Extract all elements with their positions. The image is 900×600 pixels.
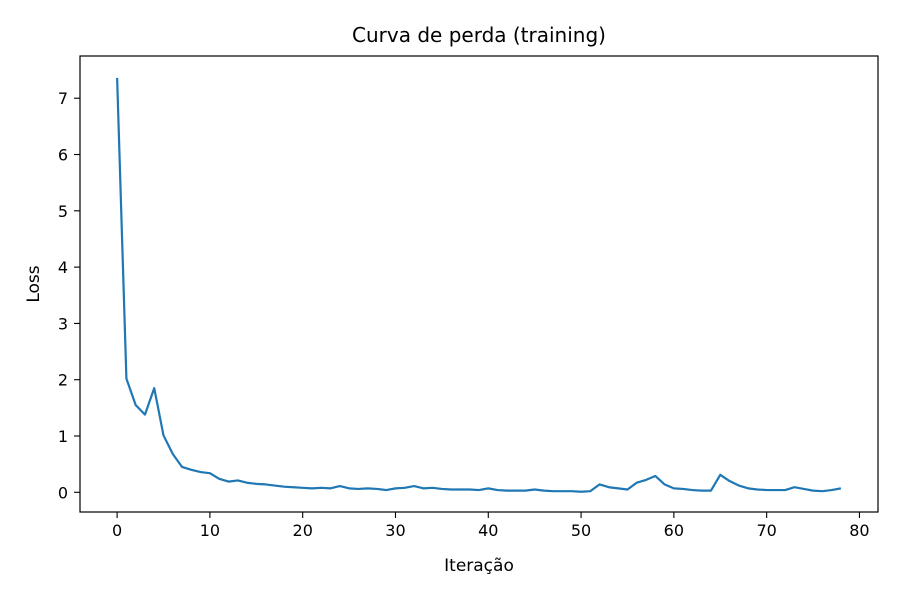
y-tick-label: 7: [58, 89, 68, 108]
chart-title: Curva de perda (training): [352, 23, 606, 47]
x-tick-label: 0: [112, 521, 122, 540]
y-axis-ticks: 0 1 2 3 4 5 6 7: [58, 89, 80, 502]
y-tick-label: 0: [58, 483, 68, 502]
x-tick-label: 60: [664, 521, 684, 540]
x-tick-label: 10: [200, 521, 220, 540]
x-tick-label: 70: [756, 521, 776, 540]
y-tick-label: 5: [58, 202, 68, 221]
x-axis-label: Iteração: [444, 556, 514, 576]
y-axis-label: Loss: [24, 265, 44, 302]
x-tick-label: 30: [385, 521, 405, 540]
x-tick-label: 80: [849, 521, 869, 540]
plot-area: [116, 77, 842, 493]
y-tick-label: 1: [58, 427, 68, 446]
loss-series-line: [116, 77, 842, 493]
x-tick-label: 50: [571, 521, 591, 540]
x-axis-ticks: 0 10 20 30 40 50 60 70 80: [112, 512, 870, 540]
y-tick-label: 6: [58, 146, 68, 165]
y-tick-label: 3: [58, 314, 68, 333]
y-tick-label: 4: [58, 258, 68, 277]
y-tick-label: 2: [58, 371, 68, 390]
x-tick-label: 40: [478, 521, 498, 540]
x-tick-label: 20: [293, 521, 313, 540]
axes-frame: [79, 55, 879, 513]
